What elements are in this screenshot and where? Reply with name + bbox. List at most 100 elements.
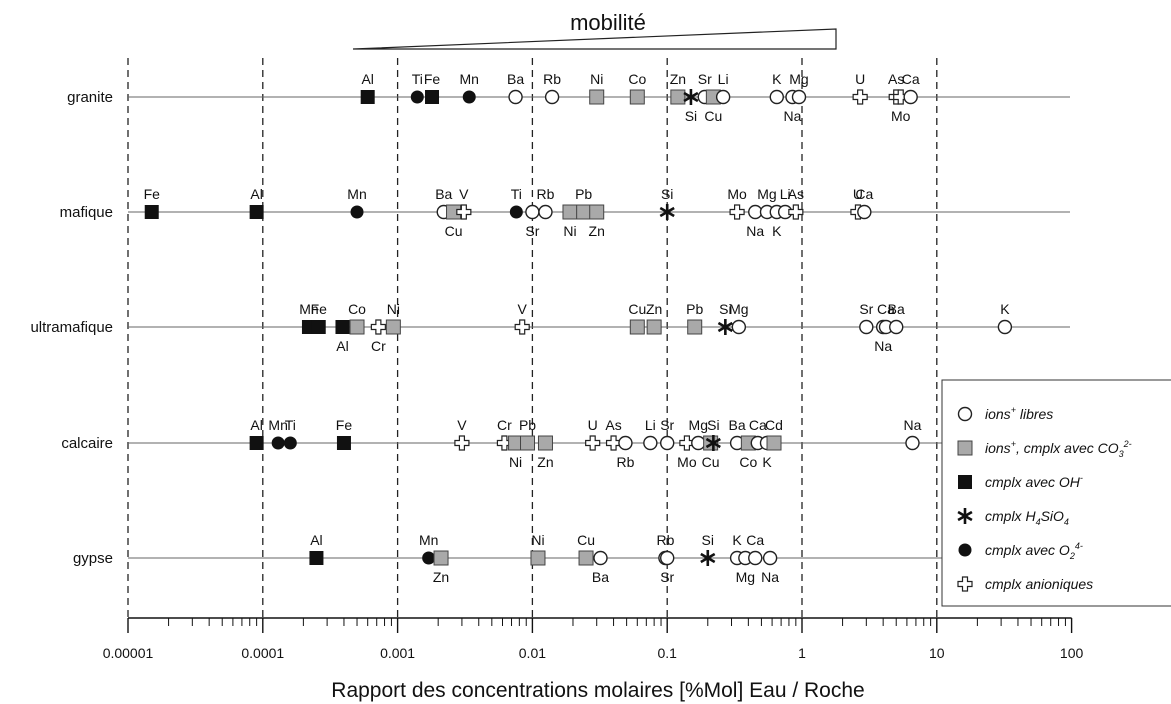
element-label: Sr	[525, 223, 539, 239]
free-ion-marker	[903, 89, 918, 105]
element-label: Mo	[677, 454, 697, 470]
data-point: Co	[348, 301, 366, 335]
anionic-complex-marker	[605, 435, 622, 451]
data-point: Cd	[765, 417, 783, 451]
element-label: K	[1000, 301, 1010, 317]
element-label: Cu	[445, 223, 463, 239]
free-ion-marker	[762, 550, 778, 566]
free-ion-marker	[660, 550, 675, 566]
free-ion-marker	[525, 204, 540, 220]
element-label: Pb	[519, 417, 536, 433]
legend-entry: cmplx avec O24-	[958, 541, 1083, 561]
element-label: Al	[361, 71, 373, 87]
element-label: V	[457, 417, 467, 433]
anionic-complex-marker	[852, 89, 868, 105]
anionic-complex-marker	[957, 576, 973, 592]
data-point: Li	[643, 417, 658, 451]
element-label: Zn	[433, 569, 449, 585]
anionic-complex-marker	[370, 319, 386, 335]
co3-complex-marker	[520, 435, 536, 451]
legend-box	[941, 379, 1171, 607]
asterisk-stroke	[957, 510, 973, 522]
co3-complex-marker	[589, 204, 605, 220]
data-point: Sr	[660, 550, 675, 585]
element-label: U	[853, 186, 863, 202]
element-label: Mn	[268, 417, 287, 433]
data-point: Ni	[562, 204, 578, 239]
h4sio4-complex-marker	[659, 204, 675, 220]
element-label: K	[772, 223, 782, 239]
data-point: Ba	[888, 301, 905, 335]
element-label: As	[788, 186, 804, 202]
data-point: Na	[746, 204, 764, 239]
data-point: Ti	[509, 186, 523, 219]
data-point: Mg	[729, 301, 749, 335]
data-point: Ni	[589, 71, 605, 105]
tick-label: 0.0001	[241, 645, 284, 661]
data-point: Mg	[789, 71, 809, 105]
element-label: Li	[645, 417, 656, 433]
data-point: Co	[628, 71, 646, 105]
free-ion-marker	[508, 89, 523, 105]
element-label: Na	[904, 417, 922, 433]
element-label: Fe	[311, 301, 328, 317]
free-ion-marker	[997, 319, 1013, 335]
legend-label: cmplx anioniques	[985, 576, 1093, 592]
co3-complex-marker	[766, 435, 782, 451]
data-point: Ni	[385, 301, 401, 335]
element-label: Ti	[511, 186, 522, 202]
element-label: Mn	[419, 532, 438, 548]
element-label: Ca	[749, 417, 767, 433]
data-point: Cr	[370, 319, 386, 354]
free-ion-marker	[593, 550, 608, 566]
data-point: Rb	[616, 435, 635, 470]
data-point: Ba	[592, 550, 609, 585]
element-label: Ba	[435, 186, 452, 202]
element-label: Cu	[704, 108, 722, 124]
co3-complex-marker	[578, 550, 594, 566]
element-label: V	[518, 301, 528, 317]
element-label: Fe	[424, 71, 441, 87]
row-label: mafique	[60, 204, 113, 221]
element-label: Mn	[347, 186, 366, 202]
element-label: Sr	[660, 569, 674, 585]
data-point: Sr	[660, 417, 675, 451]
o2-complex-marker	[410, 90, 424, 104]
element-label: Al	[250, 417, 262, 433]
element-label: Cd	[765, 417, 783, 433]
data-point: Zn	[589, 204, 605, 239]
oh-complex-marker	[309, 551, 324, 565]
anionic-complex-marker	[729, 204, 745, 220]
anionic-complex-marker	[456, 204, 472, 220]
free-ion-marker	[660, 435, 675, 451]
element-label: Na	[784, 108, 802, 124]
co3-complex-marker	[629, 89, 645, 105]
co3-complex-marker	[349, 319, 365, 335]
data-point: K	[997, 301, 1013, 335]
element-label: Ti	[285, 417, 296, 433]
data-point: Zn	[433, 550, 449, 585]
mobility-wedge	[352, 28, 837, 50]
element-label: Mn	[299, 301, 318, 317]
free-ion-marker	[544, 89, 560, 105]
data-point: Al	[335, 320, 350, 354]
co3-complex-marker	[589, 89, 605, 105]
row-granite: granite Al Ti Fe Mn Ba Rb Ni Co Zn Si Sr Cu Li K Na Mg U A…	[67, 71, 1070, 124]
h4sio4-complex-marker	[717, 319, 733, 335]
data-point: Si	[717, 301, 733, 335]
data-point: Pb	[575, 186, 592, 220]
element-label: Si	[702, 532, 714, 548]
legend-entry: cmplx H4SiO4	[957, 508, 1069, 527]
tick-label: 0.001	[380, 645, 415, 661]
data-point: Al	[360, 71, 375, 104]
element-label: Si	[719, 301, 731, 317]
legend-entry: ions+ libres	[957, 405, 1053, 422]
element-label: Co	[739, 454, 757, 470]
data-point: Ca	[877, 301, 895, 335]
o2-complex-marker	[350, 205, 364, 219]
anionic-complex-marker	[514, 319, 530, 335]
data-point: Rb	[537, 186, 555, 220]
co3-complex-marker	[576, 204, 592, 220]
